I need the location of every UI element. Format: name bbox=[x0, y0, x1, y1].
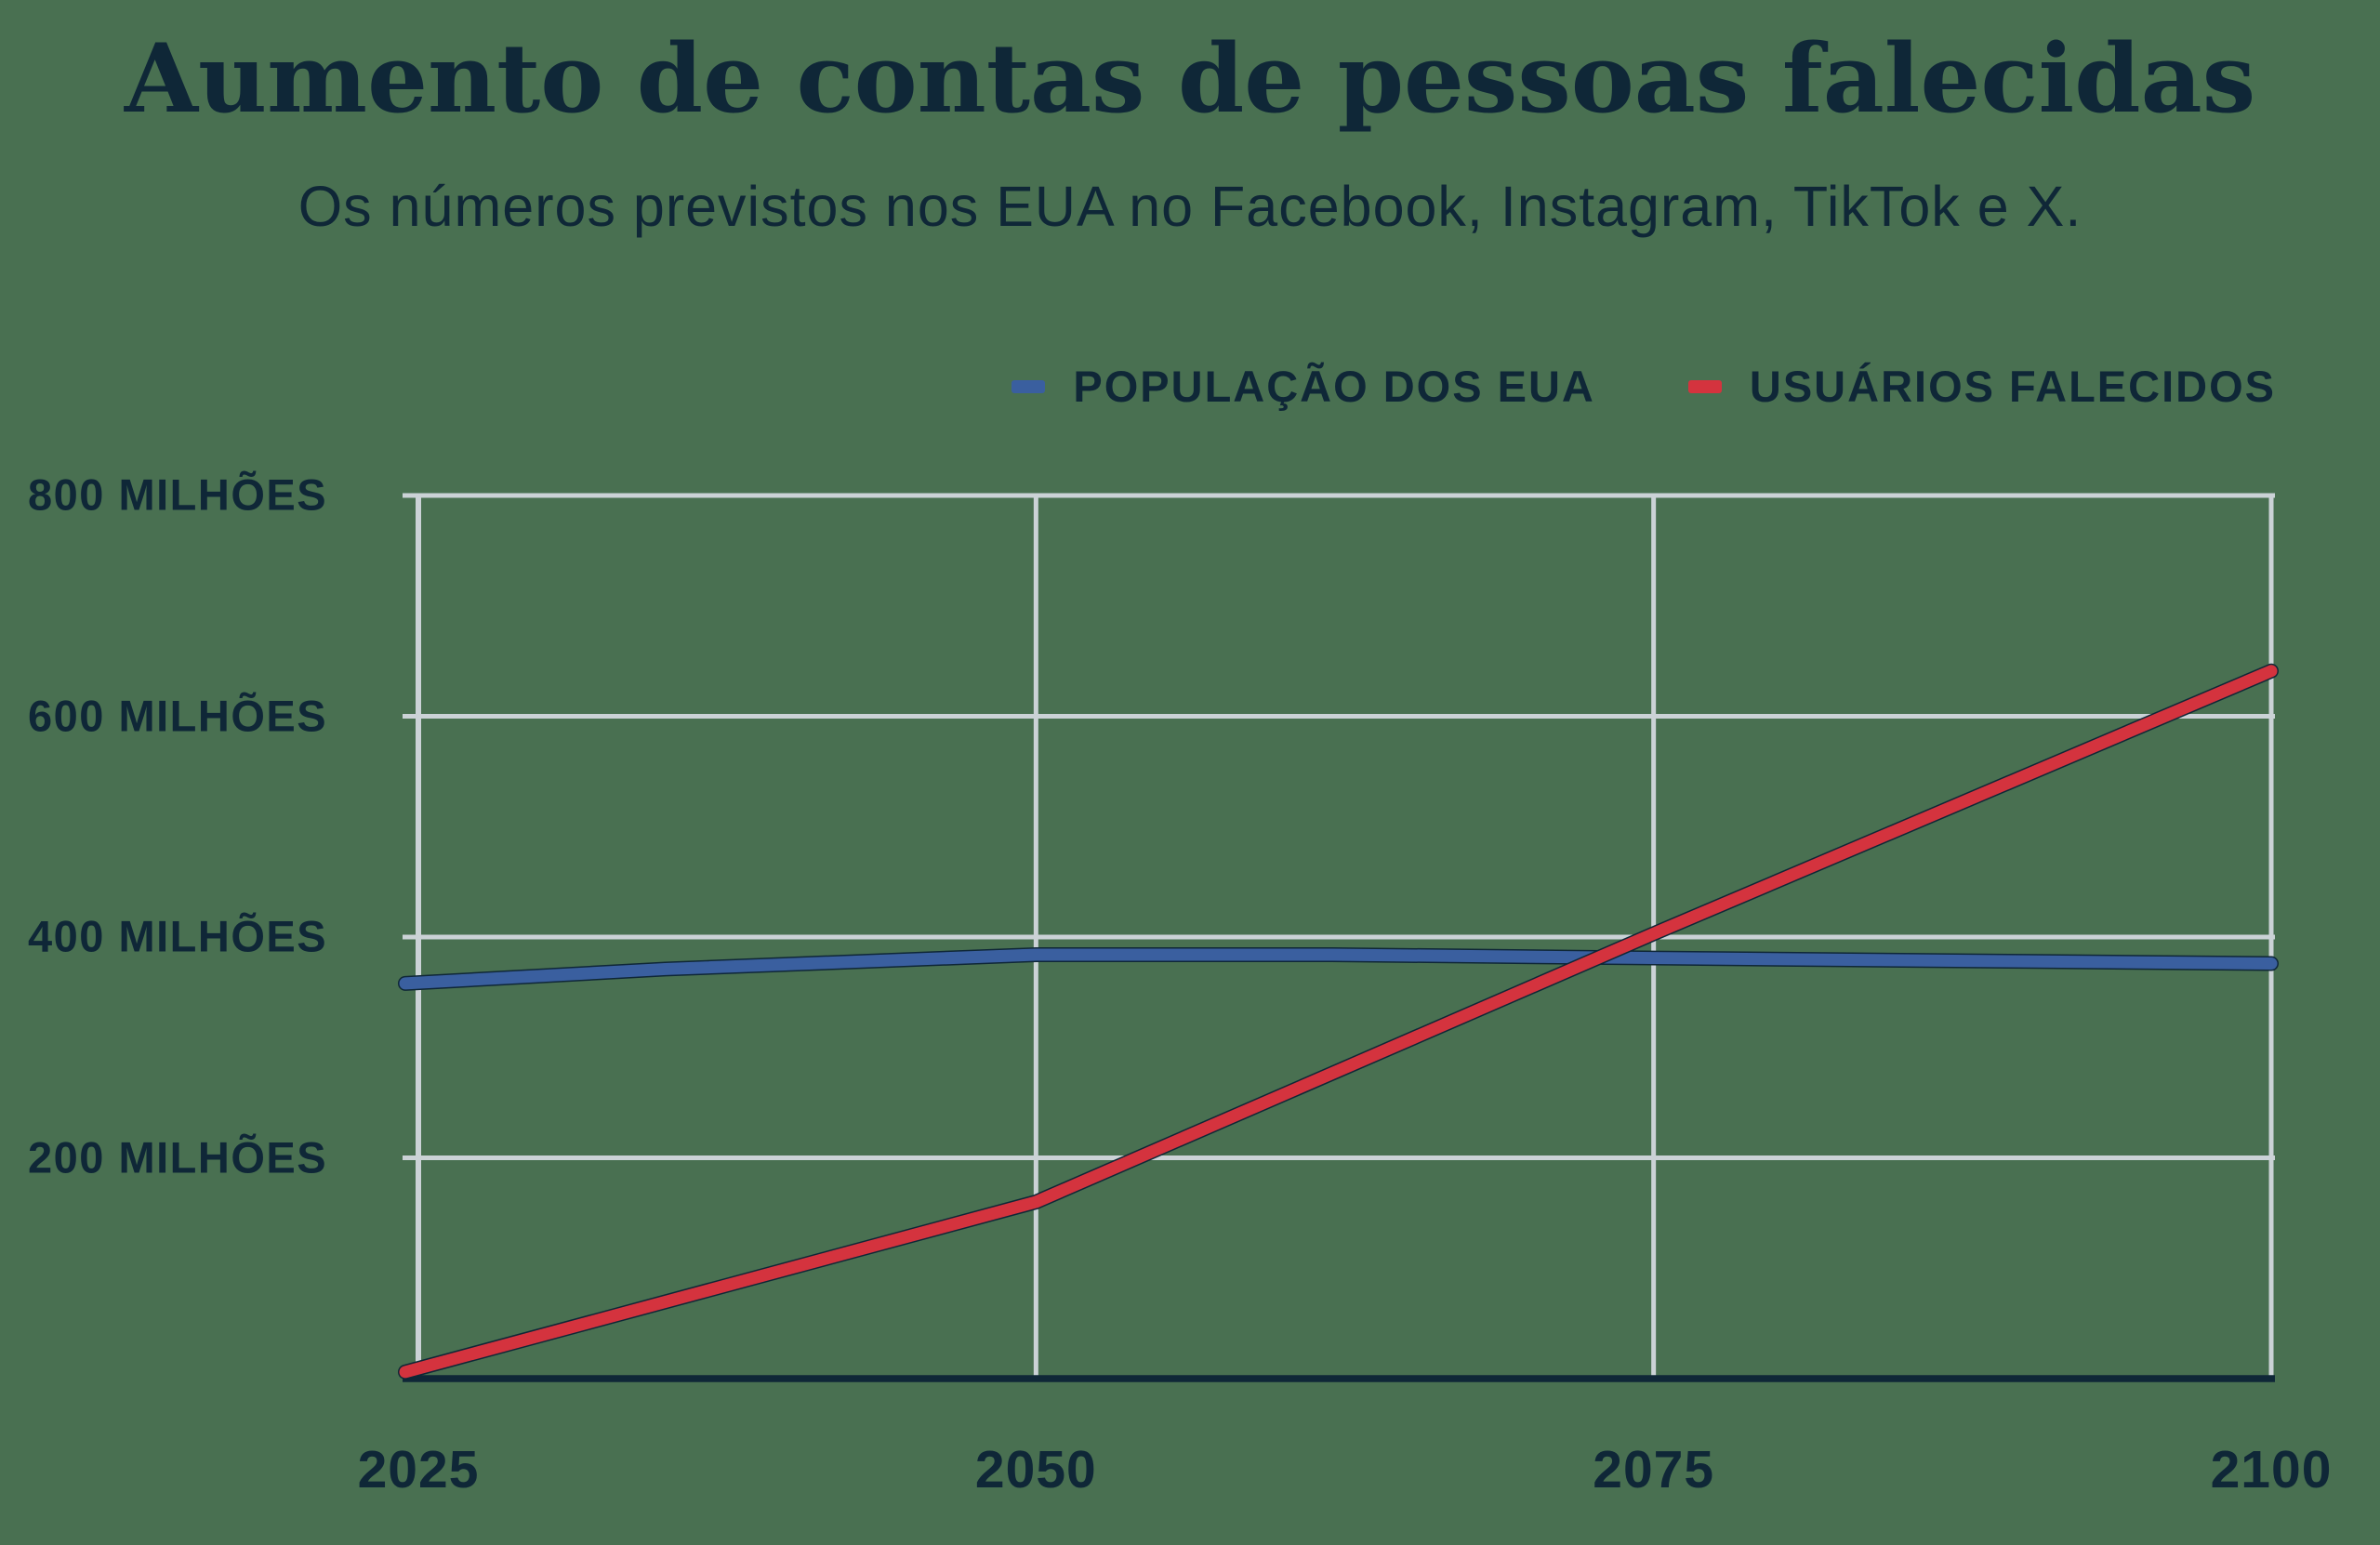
x-tick-label-2050: 2050 bbox=[974, 1440, 1097, 1499]
chart-subtitle: Os números previstos nos EUA no Facebook… bbox=[298, 175, 2082, 238]
x-tick-label-2025: 2025 bbox=[357, 1440, 480, 1499]
legend-label-deceased-users: USUÁRIOS FALECIDOS bbox=[1749, 362, 2276, 411]
legend-item-deceased-users: USUÁRIOS FALECIDOS bbox=[1687, 361, 2276, 412]
legend-swatch-deceased-users bbox=[1687, 379, 1722, 393]
y-tick-label-600: 600 MILHÕES bbox=[28, 690, 328, 740]
y-tick-label-200: 200 MILHÕES bbox=[28, 1131, 328, 1182]
chart-legend: POPULAÇÃO DOS EUA USUÁRIOS FALECIDOS bbox=[1012, 361, 2276, 412]
x-tick-label-2100: 2100 bbox=[2210, 1440, 2333, 1499]
x-tick-label-2075: 2075 bbox=[1593, 1440, 1715, 1499]
legend-item-population: POPULAÇÃO DOS EUA bbox=[1012, 361, 1595, 412]
legend-label-population: POPULAÇÃO DOS EUA bbox=[1073, 362, 1595, 411]
series-underlay-deceased-users bbox=[398, 663, 2279, 1380]
y-tick-label-400: 400 MILHÕES bbox=[28, 911, 328, 961]
series-line-deceased-users bbox=[399, 665, 2278, 1379]
series-line-population bbox=[399, 948, 2278, 990]
y-tick-label-800: 800 MILHÕES bbox=[28, 469, 328, 520]
legend-swatch-population bbox=[1012, 379, 1046, 393]
chart-title: Aumento de contas de pessoas falecidas bbox=[124, 23, 2256, 135]
